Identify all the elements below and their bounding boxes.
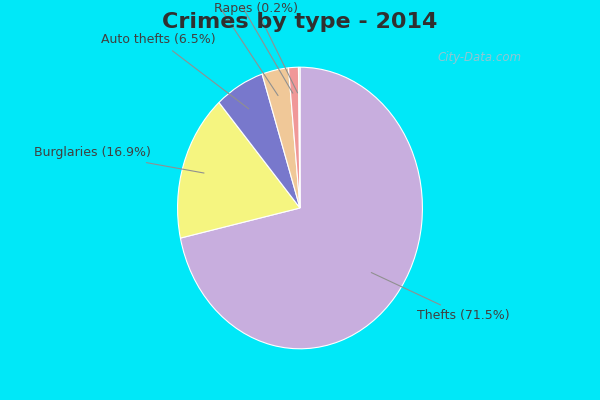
Text: Auto thefts (6.5%): Auto thefts (6.5%) bbox=[101, 33, 249, 109]
Wedge shape bbox=[181, 67, 422, 349]
Text: City-Data.com: City-Data.com bbox=[438, 52, 522, 64]
Text: Robberies (1.3%): Robberies (1.3%) bbox=[181, 0, 293, 93]
Wedge shape bbox=[262, 68, 300, 208]
Wedge shape bbox=[298, 67, 300, 208]
Text: Burglaries (16.9%): Burglaries (16.9%) bbox=[34, 146, 204, 173]
Text: Thefts (71.5%): Thefts (71.5%) bbox=[371, 272, 509, 322]
Wedge shape bbox=[219, 74, 300, 208]
Wedge shape bbox=[289, 67, 300, 208]
Text: Crimes by type - 2014: Crimes by type - 2014 bbox=[163, 12, 437, 32]
Wedge shape bbox=[178, 102, 300, 238]
Text: Rapes (0.2%): Rapes (0.2%) bbox=[214, 2, 298, 93]
Text: Assaults (3.5%): Assaults (3.5%) bbox=[163, 0, 278, 96]
